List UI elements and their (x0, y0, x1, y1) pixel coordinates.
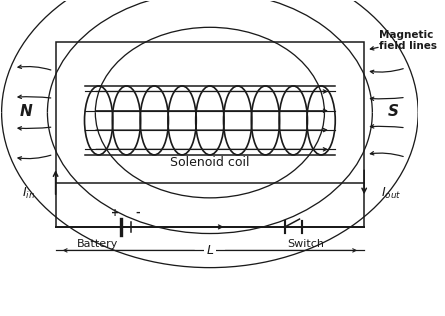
Text: N: N (20, 104, 33, 118)
Text: Solenoid coil: Solenoid coil (170, 156, 250, 169)
Text: -: - (136, 208, 141, 217)
Text: Switch: Switch (287, 240, 324, 249)
Text: Magnetic
field lines: Magnetic field lines (379, 30, 437, 51)
Text: +: + (111, 208, 119, 217)
Text: L: L (206, 244, 214, 257)
Text: $I_{out}$: $I_{out}$ (381, 186, 401, 201)
Text: Battery: Battery (77, 240, 118, 249)
Text: $I_{in}$: $I_{in}$ (22, 186, 35, 201)
Text: S: S (388, 104, 399, 118)
